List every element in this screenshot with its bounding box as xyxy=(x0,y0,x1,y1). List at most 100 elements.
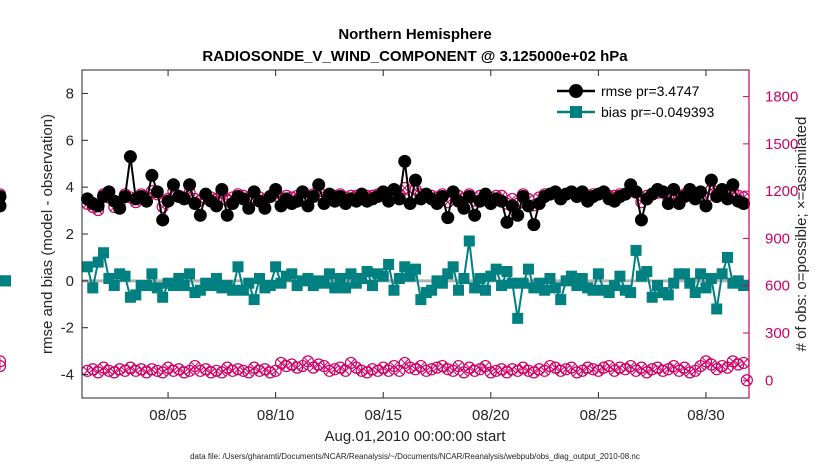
bias-point xyxy=(377,270,389,282)
bias-point xyxy=(695,268,707,280)
rmse-point xyxy=(661,197,675,211)
data-file-footnote: data file: /Users/gharamti/Documents/NCA… xyxy=(190,452,640,461)
bias-point xyxy=(652,280,664,292)
rmse-point xyxy=(118,190,132,204)
bias-point xyxy=(453,284,465,296)
bias-point xyxy=(716,268,728,280)
rmse-point xyxy=(720,192,734,206)
bias-point xyxy=(383,258,395,270)
plot-area xyxy=(82,70,749,398)
rmse-point xyxy=(500,215,514,229)
bias-point xyxy=(576,273,588,285)
bias-point xyxy=(157,291,169,303)
bias-point xyxy=(184,268,196,280)
rmse-point xyxy=(468,208,482,222)
bias-point xyxy=(399,261,411,273)
rmse-point xyxy=(409,173,422,187)
bias-point xyxy=(167,280,179,292)
bias-point xyxy=(108,280,120,292)
bias-point xyxy=(625,287,637,299)
x-tick-label: 08/20 xyxy=(472,407,510,424)
rmse-point xyxy=(527,218,541,232)
bias-point xyxy=(210,273,222,285)
bias-point xyxy=(302,273,314,285)
rmse-point xyxy=(177,192,191,206)
x-axis-label: Aug.01,2010 00:00:00 start xyxy=(325,428,507,445)
bias-point xyxy=(345,268,357,280)
bias-point xyxy=(436,277,448,289)
chart-title: Northern Hemisphere xyxy=(338,26,491,43)
bias-point xyxy=(689,287,701,299)
y2-tick-label: 900 xyxy=(765,230,790,247)
y-axis-right: 0 300 600 900 1200 1500 1800 xyxy=(743,70,798,398)
bias-point xyxy=(318,277,330,289)
bias-point xyxy=(609,280,621,292)
bias-point xyxy=(512,312,524,324)
bias-point xyxy=(194,284,206,296)
bias-point xyxy=(340,282,352,294)
rmse-series xyxy=(0,150,751,232)
bias-point xyxy=(81,261,93,273)
rmse-point xyxy=(312,178,326,192)
rmse-point xyxy=(166,178,180,192)
bias-point xyxy=(404,270,416,282)
legend-rmse-marker xyxy=(569,84,583,98)
bias-point xyxy=(539,284,551,296)
bias-point xyxy=(544,273,556,285)
rmse-point xyxy=(495,194,509,208)
rmse-point xyxy=(183,178,197,192)
rmse-point xyxy=(435,190,449,204)
rmse-point xyxy=(629,185,643,199)
y2-axis-label: # of obs: o=possible; ×=assimilated xyxy=(793,117,810,352)
bias-point xyxy=(227,284,239,296)
y2-tick-label: 600 xyxy=(765,278,790,295)
rmse-point xyxy=(296,185,310,199)
obs-assimilated-point xyxy=(0,355,7,368)
rmse-point xyxy=(156,213,170,227)
bias-point xyxy=(533,277,545,289)
legend-bias-label: bias pr=-0.049393 xyxy=(601,104,714,120)
chart-subtitle: RADIOSONDE_V_WIND_COMPONENT @ 3.125000e+… xyxy=(202,48,628,65)
bias-point xyxy=(329,282,341,294)
bias-point xyxy=(98,247,110,259)
bias-point xyxy=(603,287,615,299)
bias-point xyxy=(479,284,491,296)
rmse-point xyxy=(457,201,471,215)
bias-point xyxy=(205,280,217,292)
rmse-point xyxy=(123,150,137,164)
rmse-point xyxy=(462,190,476,204)
y2-tick-label: 300 xyxy=(765,325,790,342)
rmse-point xyxy=(656,185,670,199)
y-tick-label: 2 xyxy=(66,226,74,243)
bias-point xyxy=(275,277,287,289)
bias-point xyxy=(641,265,653,277)
legend: rmse pr=3.4747 bias pr=-0.049393 xyxy=(549,78,741,124)
bias-point xyxy=(103,273,115,285)
rmse-point xyxy=(726,178,740,192)
bias-point xyxy=(517,277,529,289)
bias-point xyxy=(705,273,717,285)
rmse-point xyxy=(242,201,256,215)
bias-point xyxy=(501,265,513,277)
rmse-point xyxy=(220,208,234,222)
bias-point xyxy=(549,282,561,294)
bias-point xyxy=(248,294,260,306)
y2-tick-label: 0 xyxy=(765,372,773,389)
rmse-point xyxy=(0,199,7,213)
y-axis-left: -4 -2 0 2 4 6 8 xyxy=(61,85,88,384)
rmse-point xyxy=(145,168,159,182)
bias-point xyxy=(474,273,486,285)
y2-tick-label: 1200 xyxy=(765,183,798,200)
rmse-point xyxy=(150,185,164,199)
bias-point xyxy=(485,270,497,282)
bias-point xyxy=(334,273,346,285)
bias-point xyxy=(662,289,674,301)
bias-point xyxy=(630,244,642,256)
bias-point xyxy=(587,284,599,296)
rmse-point xyxy=(113,201,127,215)
bias-point xyxy=(119,270,131,282)
obs-assimilated-point xyxy=(479,359,492,373)
bias-point xyxy=(173,273,185,285)
bias-point xyxy=(92,256,104,268)
rmse-point xyxy=(382,194,396,208)
